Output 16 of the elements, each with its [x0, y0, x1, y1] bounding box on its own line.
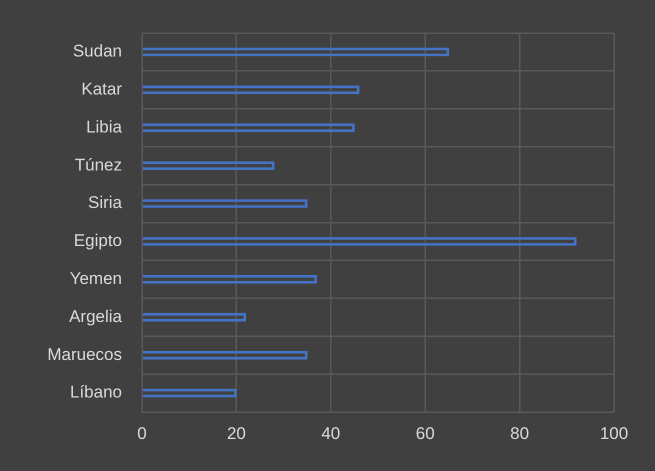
- x-tick-label: 80: [510, 424, 530, 443]
- y-tick-label: Sudan: [72, 42, 122, 61]
- x-tick-label: 60: [416, 424, 435, 443]
- x-tick-label: 0: [137, 424, 147, 443]
- x-tick-label: 100: [600, 424, 628, 443]
- y-tick-label: Túnez: [74, 155, 122, 174]
- x-tick-label: 20: [226, 424, 246, 443]
- x-tick-label: 40: [321, 424, 340, 443]
- y-tick-label: Argelia: [69, 306, 123, 326]
- y-tick-label: Líbano: [70, 382, 122, 402]
- y-tick-label: Maruecos: [47, 344, 122, 364]
- y-tick-label: Egipto: [74, 231, 122, 250]
- y-tick-label: Siria: [88, 193, 123, 212]
- y-tick-label: Yemen: [70, 269, 122, 288]
- y-tick-label: Katar: [81, 80, 122, 99]
- y-tick-label: Libia: [86, 117, 123, 136]
